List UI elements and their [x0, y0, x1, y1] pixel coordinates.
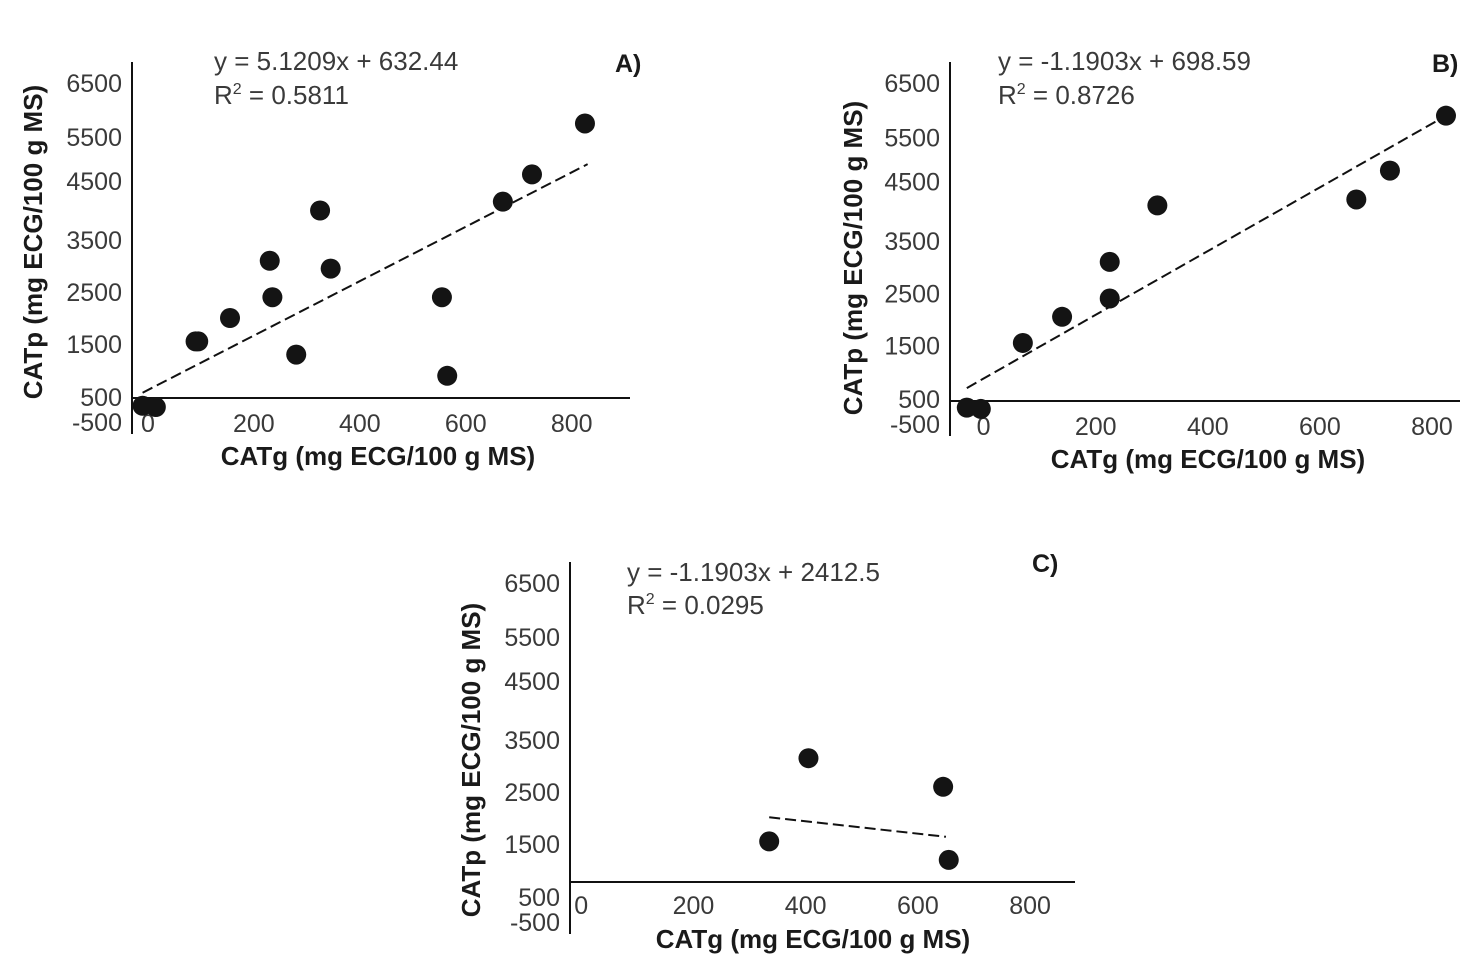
trendline [769, 816, 947, 838]
y-tick-label: 3500 [504, 727, 560, 755]
y-tick-label: 5500 [504, 624, 560, 652]
data-point [188, 331, 209, 352]
y-tick-label: 2500 [66, 279, 122, 307]
data-point [798, 748, 819, 769]
x-axis-label: CATg (mg ECG/100 g MS) [1051, 444, 1365, 474]
x-tick-label: 600 [445, 410, 487, 438]
y-tick-label: 500 [518, 884, 560, 912]
data-point [1147, 195, 1168, 216]
y-tick-label: -500 [510, 909, 560, 937]
regression-equation: y = -1.1903x + 698.59 [998, 46, 1251, 76]
x-tick-label: 400 [1187, 413, 1229, 441]
data-point [574, 113, 595, 134]
y-tick-label: 4500 [884, 169, 940, 197]
data-point [1099, 251, 1120, 272]
data-point [259, 250, 280, 271]
x-tick-label: 200 [673, 892, 715, 920]
data-point [431, 287, 452, 308]
data-point [1346, 189, 1367, 210]
regression-equation: y = -1.1903x + 2412.5 [627, 557, 880, 587]
y-tick-label: 4500 [504, 668, 560, 696]
data-point [1379, 160, 1400, 181]
data-point [145, 397, 166, 418]
x-axis-label: CATg (mg ECG/100 g MS) [221, 441, 535, 471]
y-tick-label: 3500 [66, 227, 122, 255]
y-tick-label: 6500 [884, 70, 940, 98]
data-point [1099, 288, 1120, 309]
panel-label: B) [1432, 50, 1458, 78]
x-tick-label: 800 [1009, 892, 1051, 920]
x-tick-label: 200 [233, 410, 275, 438]
y-axis-label: CATp (mg ECG/100 g MS) [18, 85, 48, 399]
y-tick-label: 1500 [884, 333, 940, 361]
y-tick-label: 1500 [504, 831, 560, 859]
data-point [1052, 306, 1073, 327]
data-point [933, 776, 954, 797]
y-tick-label: 2500 [504, 779, 560, 807]
y-tick-label: -500 [890, 411, 940, 439]
x-tick-label: 200 [1075, 413, 1117, 441]
data-point [521, 164, 542, 185]
data-point [1435, 105, 1456, 126]
data-point [220, 307, 241, 328]
data-point [262, 287, 283, 308]
y-tick-label: 6500 [66, 70, 122, 98]
data-point [320, 258, 341, 279]
x-tick-label: 600 [897, 892, 939, 920]
x-tick-label: 800 [1411, 413, 1453, 441]
x-tick-label: 0 [574, 892, 588, 920]
x-tick-label: 600 [1299, 413, 1341, 441]
y-tick-label: 1500 [66, 331, 122, 359]
y-tick-label: 500 [898, 386, 940, 414]
x-tick-label: 800 [551, 410, 593, 438]
y-tick-label: 6500 [504, 570, 560, 598]
x-tick-label: 0 [977, 413, 991, 441]
data-point [1012, 332, 1033, 353]
data-point [310, 200, 331, 221]
y-tick-label: 2500 [884, 280, 940, 308]
panel-label: C) [1032, 550, 1058, 578]
r-squared: R2 = 0.0295 [627, 590, 764, 620]
r-squared: R2 = 0.8726 [998, 80, 1135, 110]
y-tick-label: 5500 [884, 124, 940, 152]
data-point [970, 398, 991, 419]
y-tick-label: -500 [72, 409, 122, 437]
y-tick-label: 3500 [884, 228, 940, 256]
regression-equation: y = 5.1209x + 632.44 [214, 46, 458, 76]
data-point [437, 365, 458, 386]
x-tick-label: 0 [141, 410, 155, 438]
y-axis-label: CATp (mg ECG/100 g MS) [456, 603, 486, 917]
trendline [966, 116, 1444, 389]
trendline [142, 163, 589, 394]
x-axis-label: CATg (mg ECG/100 g MS) [656, 924, 970, 954]
y-tick-label: 5500 [66, 124, 122, 152]
y-tick-label: 4500 [66, 168, 122, 196]
y-axis-label: CATp (mg ECG/100 g MS) [838, 101, 868, 415]
data-point [759, 831, 780, 852]
y-tick-label: 500 [80, 384, 122, 412]
x-tick-label: 400 [339, 410, 381, 438]
data-point [938, 849, 959, 870]
data-point [492, 191, 513, 212]
data-point [286, 344, 307, 365]
x-tick-label: 400 [785, 892, 827, 920]
panel-label: A) [615, 50, 641, 78]
r-squared: R2 = 0.5811 [214, 80, 349, 110]
